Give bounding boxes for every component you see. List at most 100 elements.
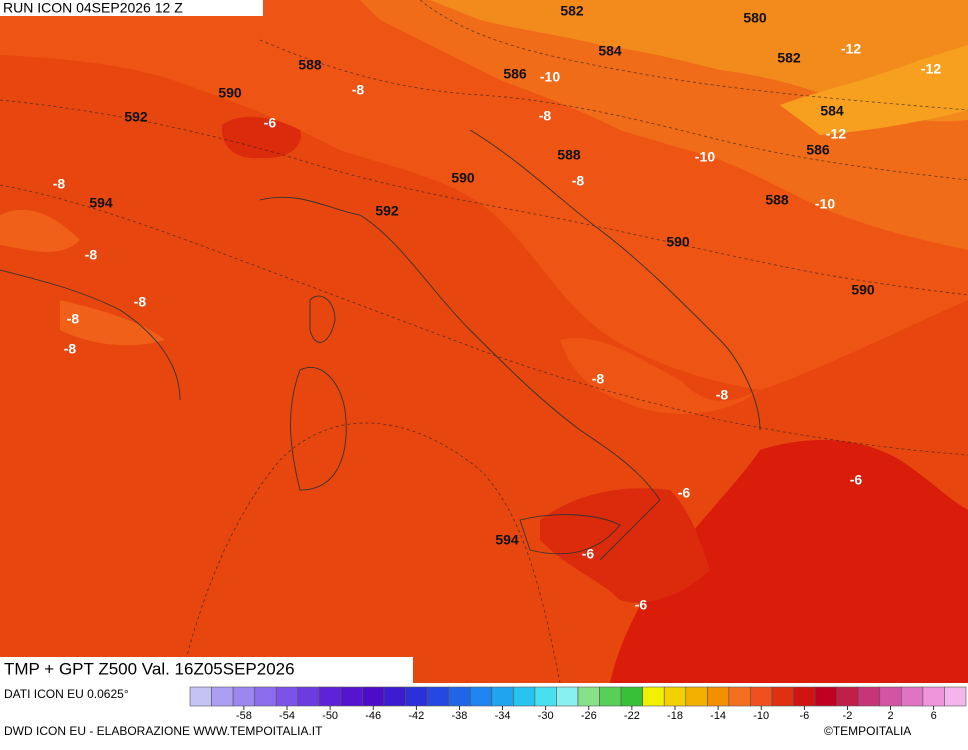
colorbar-swatch: [275, 686, 299, 707]
colorbar-swatch: [793, 686, 816, 707]
colorbar-swatch: [362, 686, 385, 707]
geopotential-label: 590: [218, 85, 242, 101]
temperature-label: -6: [635, 597, 648, 613]
colorbar-swatch: [189, 686, 212, 707]
colorbar-swatch: [513, 686, 536, 707]
geopotential-label: 580: [743, 10, 767, 26]
colorbar-swatch: [857, 686, 881, 707]
temperature-label: -6: [264, 115, 277, 131]
colorbar-swatch: [728, 686, 751, 707]
colorbar-swatch: [383, 686, 406, 707]
temperature-label: -8: [572, 173, 585, 189]
colorbar-swatch: [491, 686, 514, 707]
colorbar-swatch: [556, 686, 579, 707]
colorbar-swatch: [232, 686, 255, 707]
temperature-label: -12: [921, 61, 941, 77]
geopotential-label: 582: [777, 50, 801, 66]
brand: ©TEMPOITALIA: [824, 724, 911, 738]
temperature-label: -10: [540, 69, 560, 85]
geopotential-label: 588: [298, 57, 322, 73]
temperature-label: -8: [592, 371, 605, 387]
geopotential-label: 590: [851, 282, 875, 298]
colorbar-tick-label: -38: [451, 710, 467, 722]
temperature-label: -12: [841, 41, 861, 57]
colorbar-tick-label: -58: [236, 710, 252, 722]
credit: DWD ICON EU - ELABORAZIONE WWW.TEMPOITAL…: [4, 724, 323, 738]
temperature-label: -12: [826, 126, 846, 142]
colorbar-swatch: [426, 686, 449, 707]
temperature-label: -10: [695, 149, 715, 165]
map-title: TMP + GPT Z500 Val. 16Z05SEP2026: [4, 659, 295, 678]
geopotential-label: 584: [598, 43, 622, 59]
colorbar-swatch: [319, 686, 342, 707]
temperature-label: -6: [582, 546, 595, 562]
colorbar-swatch: [685, 686, 708, 707]
colorbar-swatch: [405, 686, 428, 707]
geopotential-label: 586: [503, 66, 527, 82]
colorbar-swatch: [620, 686, 643, 707]
colorbar-tick-label: -26: [581, 710, 597, 722]
colorbar-swatch: [534, 686, 557, 707]
temperature-label: -6: [678, 485, 691, 501]
colorbar-tick-label: -18: [667, 710, 683, 722]
colorbar-swatch: [211, 686, 234, 707]
colorbar-tick-label: -42: [408, 710, 424, 722]
geopotential-label: 594: [495, 532, 519, 548]
colorbar-tick-label: -10: [753, 710, 769, 722]
run-label: RUN ICON 04SEP2026 12 Z: [3, 0, 183, 16]
geopotential-label: 594: [89, 195, 113, 211]
geopotential-label: 590: [451, 170, 475, 186]
run-box: [0, 0, 263, 16]
colorbar-swatch: [599, 686, 622, 707]
colorbar-swatch: [448, 686, 471, 707]
colorbar-swatch: [944, 686, 967, 707]
colorbar-tick-label: 6: [931, 710, 937, 722]
coastlines: [0, 129, 761, 561]
geopotential-label: 582: [560, 3, 584, 19]
colorbar-swatch: [901, 686, 924, 707]
geopotential-label: 586: [806, 142, 830, 158]
temperature-label: -10: [815, 196, 835, 212]
temperature-label: -8: [539, 108, 552, 124]
colorbar-swatch: [297, 686, 320, 707]
contour-labels: 582 580 584 582 588 586 590 592 584 588 586 590 594 5…: [53, 3, 942, 613]
colorbar-tick-label: -30: [538, 710, 554, 722]
geopotential-label: 588: [557, 147, 581, 163]
colorbar-swatch: [750, 686, 773, 707]
temperature-label: -6: [850, 472, 863, 488]
colorbar-swatch: [771, 686, 794, 707]
colorbar-tick-label: -50: [322, 710, 338, 722]
colorbar-swatch: [469, 686, 493, 707]
temperature-label: -8: [716, 387, 729, 403]
geopotential-label: 592: [124, 109, 148, 125]
colorbar-tick-label: -6: [799, 710, 809, 722]
temperature-label: -8: [352, 82, 365, 98]
colorbar-tick-label: -2: [843, 710, 853, 722]
contour-lines: [0, 0, 968, 684]
colorbar-swatch: [922, 686, 945, 707]
colorbar-swatch: [577, 686, 600, 707]
colorbar-swatch: [836, 686, 859, 707]
colorbar-tick-label: -54: [279, 710, 295, 722]
colorbar-swatch: [814, 686, 837, 707]
colorbar-swatch: [642, 686, 665, 707]
colorbar-swatch: [663, 686, 687, 707]
colorbar-swatch: [879, 686, 902, 707]
geopotential-label: 588: [765, 192, 789, 208]
temperature-label: -8: [85, 247, 98, 263]
data-source: DATI ICON EU 0.0625°: [4, 687, 129, 701]
temperature-label: -8: [64, 341, 77, 357]
temperature-label: -8: [53, 176, 66, 192]
colorbar: -58 -54 -50 -46 -42 -38 -34 -30 -26 -22 -18 -14 -10-…: [189, 686, 967, 722]
colorbar-tick-label: 2: [887, 710, 893, 722]
colorbar-swatch: [340, 686, 363, 707]
colorbar-tick-label: -22: [624, 710, 640, 722]
colorbar-tick-label: -34: [495, 710, 511, 722]
map-background: [0, 0, 968, 683]
geopotential-label: 592: [375, 203, 399, 219]
temperature-label: -8: [67, 311, 80, 327]
colorbar-tick-label: -14: [710, 710, 726, 722]
geopotential-label: 584: [820, 103, 844, 119]
